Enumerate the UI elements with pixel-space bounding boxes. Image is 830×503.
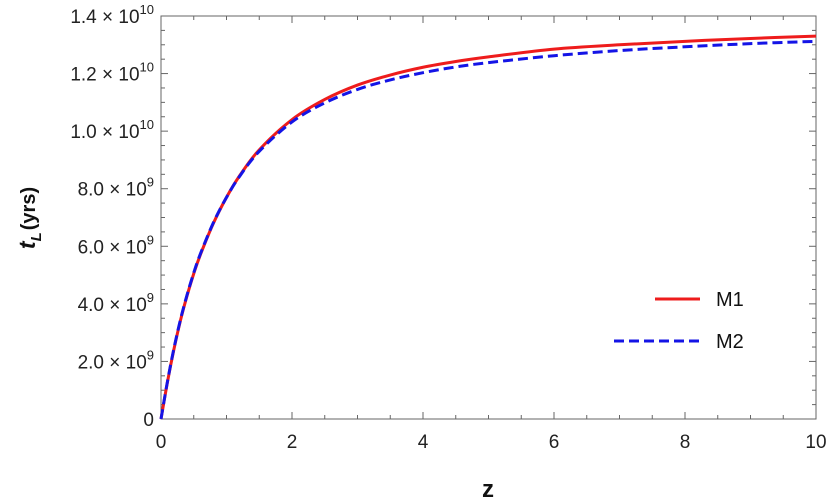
y-axis-title: tL (yrs) [14, 187, 45, 249]
x-tick-label: 8 [680, 432, 691, 453]
y-tick-mantissa: 8.0 × 10 [78, 180, 147, 201]
x-tick-label: 10 [805, 432, 826, 453]
y-tick-mantissa: 1.4 × 10 [70, 7, 139, 28]
x-axis-tick-labels: 0 2 4 6 8 10 [156, 432, 827, 453]
y-tick-label: 0 [143, 410, 154, 431]
y-tick-mantissa: 1.2 × 10 [70, 65, 139, 86]
legend: M1 M2 [614, 289, 744, 353]
y-tick-label: 6.0 × 109 [78, 232, 154, 258]
y-tick-label: 1.2 × 1010 [70, 60, 154, 86]
y-tick-label: 4.0 × 109 [78, 290, 154, 316]
y-axis-title-unit: (yrs) [18, 187, 40, 230]
y-tick-label: 1.4 × 1010 [70, 2, 154, 28]
y-tick-label: 1.0 × 1010 [70, 117, 154, 143]
legend-label-m1: M1 [716, 289, 744, 311]
legend-label-m2: M2 [716, 331, 744, 353]
y-axis-title-main: t [14, 240, 40, 249]
y-tick-exponent: 9 [147, 175, 154, 190]
series-layer [159, 34, 817, 420]
y-tick-label: 2.0 × 109 [78, 347, 154, 373]
y-tick-mantissa: 0 [143, 410, 154, 431]
y-axis-title-sub: L [28, 232, 45, 241]
y-tick-mantissa: 1.0 × 10 [70, 122, 139, 143]
y-tick-exponent: 10 [140, 2, 154, 17]
series-line-m1 [159, 34, 817, 420]
x-axis-ticks [160, 16, 817, 419]
y-tick-label: 8.0 × 109 [78, 175, 154, 201]
x-tick-label: 0 [156, 432, 167, 453]
y-tick-exponent: 9 [147, 347, 154, 362]
y-tick-mantissa: 6.0 × 10 [78, 237, 147, 258]
x-axis-title: z [482, 476, 494, 503]
y-tick-mantissa: 4.0 × 10 [78, 295, 147, 316]
series-line-m2 [159, 39, 817, 420]
y-tick-exponent: 10 [140, 60, 154, 75]
x-tick-label: 6 [549, 432, 560, 453]
y-tick-exponent: 9 [147, 290, 154, 305]
x-tick-label: 4 [418, 432, 429, 453]
x-tick-label: 2 [287, 432, 298, 453]
y-tick-exponent: 9 [147, 232, 154, 247]
y-tick-exponent: 10 [140, 117, 154, 132]
y-tick-mantissa: 2.0 × 10 [78, 352, 147, 373]
plot-frame [160, 15, 817, 420]
y-axis-ticks [161, 15, 816, 420]
